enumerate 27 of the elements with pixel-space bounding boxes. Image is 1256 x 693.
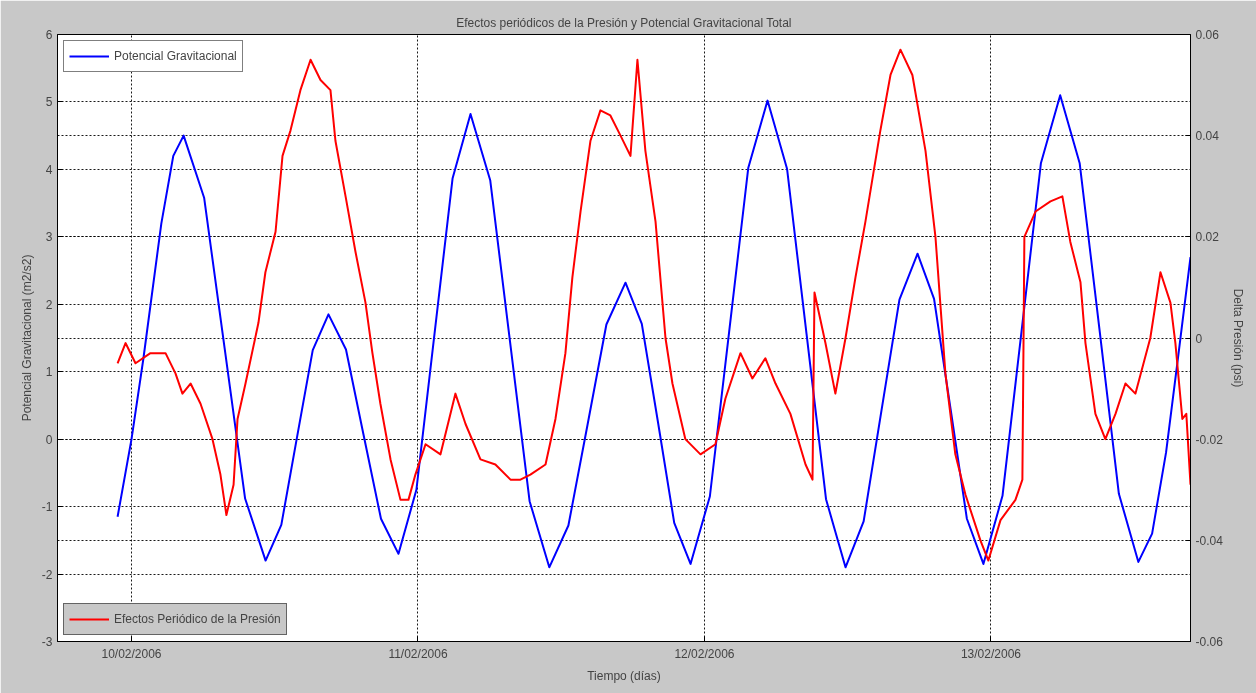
y2-tick-label: 0.02 [1195, 230, 1220, 245]
y2-tick-label: -0.02 [1195, 432, 1224, 447]
legend-label: Potencial Gravitacional [114, 49, 237, 63]
y-tick-label: 2 [45, 297, 53, 312]
y2-tick-label: 0 [1195, 331, 1203, 346]
y-tick-label: 5 [45, 95, 53, 110]
y-tick-label: 1 [45, 365, 53, 380]
y2-axis-title: Delta Presión (psi) [1230, 288, 1245, 388]
y-tick-label: 6 [45, 28, 53, 42]
y-axis-title: Potencial Gravitacional (m2/s2) [19, 254, 34, 422]
y2-tick-label: 0.04 [1195, 129, 1220, 144]
y-tick-label: 0 [45, 432, 53, 447]
y-tick-label: -3 [41, 635, 53, 649]
y-tick-label: 4 [45, 162, 53, 177]
legend-label: Efectos Periódico de la Presión [114, 612, 281, 626]
chart-title: Efectos periódicos de la Presión y Potencial Gravitacional Total [456, 15, 792, 30]
y2-tick-label: -0.04 [1195, 533, 1224, 548]
x-axis-title: Tiempo (días) [587, 668, 661, 683]
y2-tick-label: 0.06 [1195, 28, 1220, 42]
x-tick-label: 11/02/2006 [388, 646, 448, 661]
x-tick-label: 12/02/2006 [674, 646, 735, 661]
y-tick-label: -1 [41, 500, 53, 515]
x-tick-label: 13/02/2006 [960, 646, 1022, 661]
y2-tick-label: -0.06 [1195, 635, 1224, 649]
x-tick-label: 10/02/2006 [101, 646, 162, 661]
y-tick-label: -2 [41, 567, 53, 582]
y-tick-label: 3 [45, 230, 53, 245]
